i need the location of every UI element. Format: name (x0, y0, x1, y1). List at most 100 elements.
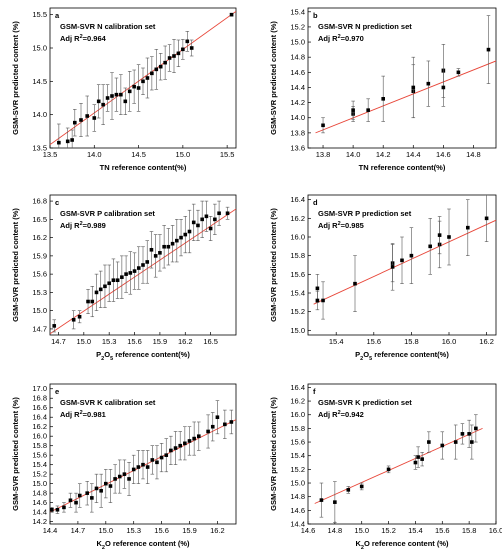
data-point (128, 251, 133, 295)
point-marker (92, 116, 97, 120)
point-marker (223, 422, 227, 427)
x-tick-label: 14.7 (51, 337, 66, 346)
chart-title: GSM-SVR N calibration set (60, 22, 156, 31)
point-marker (183, 232, 188, 237)
data-point (50, 507, 54, 513)
point-marker (153, 254, 158, 258)
y-tick-label: 15.2 (290, 22, 305, 31)
data-point (164, 438, 169, 473)
point-marker (381, 97, 385, 101)
point-marker (206, 429, 210, 434)
text-part: P (96, 350, 101, 359)
data-point (486, 15, 491, 84)
y-axis-label: GSM-SVR predicted content (%) (269, 208, 278, 322)
data-point (428, 218, 432, 275)
point-marker (466, 225, 470, 230)
data-point (70, 129, 74, 148)
data-point (155, 445, 159, 480)
data-point (440, 431, 445, 460)
y-tick-label: 14.8 (290, 492, 305, 501)
script-text: 2 (361, 545, 364, 550)
r-squared-label: Adj R2=0.989 (60, 221, 106, 230)
text-part: =0.942 (341, 410, 364, 419)
x-tick-label: 16.0 (489, 526, 502, 535)
script-text: 2 (80, 221, 83, 227)
y-tick-label: 15.0 (290, 38, 305, 47)
point-marker (113, 477, 117, 481)
y-tick-label: 14.2 (32, 517, 47, 526)
point-marker (98, 287, 103, 292)
text-part: Adj R (318, 221, 338, 230)
regression-line (314, 427, 483, 504)
point-marker (120, 275, 124, 279)
point-marker (192, 436, 196, 441)
point-marker (55, 507, 60, 512)
text-part: O (104, 350, 110, 359)
y-tick-label: 15.0 (32, 479, 47, 488)
data-point (115, 261, 120, 299)
text-part: Adj R (318, 34, 338, 43)
data-point (437, 216, 442, 255)
x-tick-label: 15.6 (366, 337, 381, 346)
data-point (441, 68, 446, 107)
regression-line (315, 60, 496, 134)
y-tick-label: 13.6 (290, 144, 305, 153)
y-tick-label: 15.5 (32, 10, 47, 19)
text-part: Adj R (60, 34, 80, 43)
point-marker (196, 223, 200, 228)
point-marker (359, 484, 364, 489)
data-point (200, 200, 204, 238)
point-marker (169, 448, 173, 453)
point-marker (145, 260, 150, 264)
data-point (94, 473, 99, 503)
plot-area (315, 15, 496, 134)
point-marker (136, 86, 141, 90)
r-squared-label: Adj R2=0.970 (318, 34, 364, 43)
data-point (124, 255, 128, 293)
point-marker (90, 496, 94, 500)
script-text: 2 (360, 356, 363, 362)
point-marker (127, 89, 132, 94)
y-tick-label: 14.5 (32, 77, 47, 86)
plot-frame (307, 383, 497, 525)
x-tick-label: 16.2 (479, 337, 494, 346)
point-marker (85, 114, 89, 118)
y-tick-label: 16.2 (32, 233, 47, 242)
y-tick-label: 16.0 (290, 410, 305, 419)
point-marker (386, 467, 391, 472)
point-marker (447, 235, 451, 239)
data-point (94, 273, 99, 311)
y-tick-label: 15.6 (290, 270, 305, 279)
point-marker (136, 266, 141, 270)
x-tick-label: 14.6 (301, 526, 316, 535)
chart-title: GSM-SVR P prediction set (318, 209, 412, 218)
data-point (447, 208, 451, 266)
point-marker (470, 440, 474, 444)
data-point (208, 216, 213, 241)
x-tick-label: 15.4 (408, 526, 423, 535)
plot-area (313, 195, 496, 320)
y-tick-label: 13.5 (32, 144, 47, 153)
data-point (409, 227, 414, 284)
y-tick-label: 15.0 (32, 306, 47, 315)
point-marker (333, 500, 337, 504)
point-marker (101, 102, 105, 107)
data-point (127, 71, 132, 112)
point-marker (71, 317, 76, 322)
chart-title: GSM-SVR N prediction set (318, 22, 412, 31)
data-point (98, 270, 103, 308)
point-marker (57, 140, 61, 145)
point-marker (187, 439, 192, 443)
y-tick-label: 15.9 (32, 251, 47, 260)
point-marker (158, 64, 163, 69)
point-marker (229, 420, 234, 424)
y-tick-label: 16.2 (290, 214, 305, 223)
panel-letter: f (313, 387, 316, 396)
x-tick-label: 16.0 (442, 337, 457, 346)
point-marker (90, 299, 95, 304)
data-point (185, 31, 190, 52)
data-point (154, 49, 159, 90)
point-marker (127, 477, 131, 481)
data-point (390, 243, 395, 291)
point-marker (110, 94, 114, 98)
